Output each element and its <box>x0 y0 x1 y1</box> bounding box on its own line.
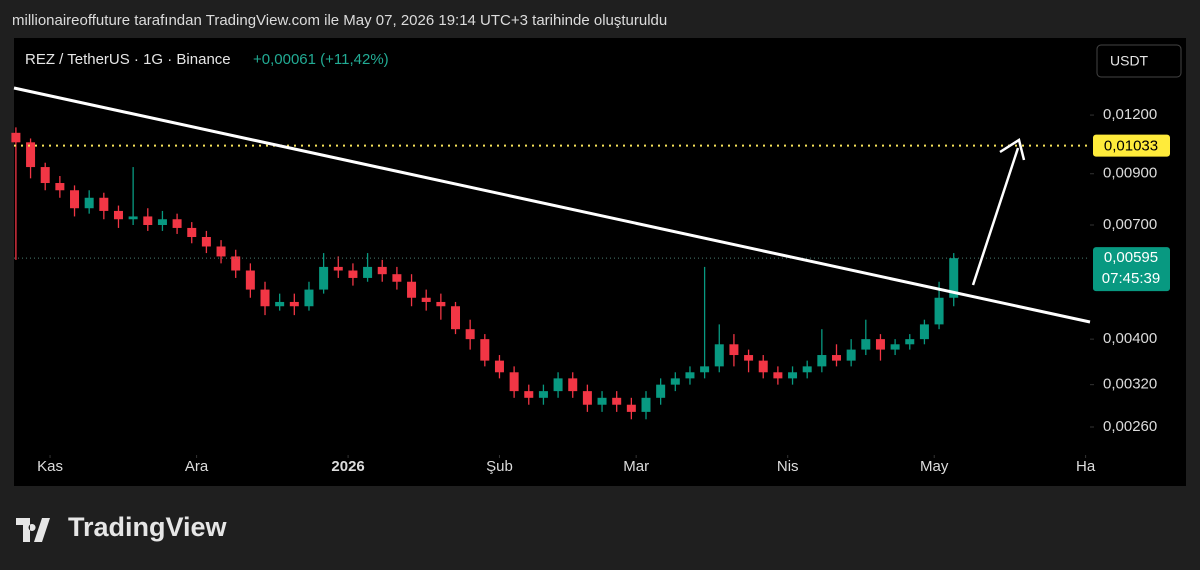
candle-body <box>304 289 314 307</box>
candle-body <box>714 344 724 367</box>
y-tick-label: 0,00400 <box>1103 330 1157 347</box>
candle-body <box>729 344 739 356</box>
candle-body <box>905 339 915 345</box>
candle-body <box>436 301 446 307</box>
x-tick-label: Şub <box>486 458 513 475</box>
candle-body <box>685 372 695 379</box>
countdown: 07:45:39 <box>1102 270 1160 287</box>
candle-body <box>245 270 255 290</box>
candle-body <box>773 372 783 379</box>
candle-body <box>480 339 490 361</box>
currency: USDT <box>1110 53 1149 69</box>
candle-body <box>333 266 343 271</box>
x-tick-label: 2026 <box>331 458 364 475</box>
candle-body <box>509 372 519 392</box>
last-price-label: 0,00595 <box>1104 249 1158 266</box>
arrow-head <box>999 138 1026 161</box>
x-tick-label: Nis <box>777 458 799 475</box>
candle-body <box>26 142 36 168</box>
chart-panel <box>14 38 1186 486</box>
candle-body <box>84 197 94 209</box>
candle-body <box>187 227 197 238</box>
candle-body <box>407 281 417 298</box>
candle-body <box>289 301 299 307</box>
candle-body <box>875 339 885 350</box>
candle-body <box>319 266 329 290</box>
candle-body <box>934 297 944 325</box>
candle-body <box>582 391 592 405</box>
candle-body <box>40 167 50 184</box>
level-label: 0,01033 <box>1104 138 1158 155</box>
candle-body <box>919 324 929 340</box>
candle-body <box>113 210 123 220</box>
credit: millionaireoffuture tarafından TradingVi… <box>12 12 667 29</box>
candle-body <box>890 344 900 350</box>
last-price-tag <box>1093 247 1170 292</box>
candle-body <box>597 397 607 405</box>
candle-body <box>831 355 841 361</box>
candle-body <box>275 301 285 307</box>
candle-body <box>231 256 241 271</box>
candle-body <box>392 274 402 282</box>
candle-body <box>553 378 563 392</box>
logo-text: TradingView <box>68 512 228 542</box>
candle-body <box>568 378 578 392</box>
candle-body <box>260 289 270 307</box>
x-tick-label: Ara <box>185 458 209 475</box>
candle-body <box>817 355 827 367</box>
candle-body <box>128 216 138 220</box>
y-tick-label: 0,00900 <box>1103 165 1157 182</box>
change: +0,00061 (+11,42%) <box>253 51 389 68</box>
y-tick-label: 0,01200 <box>1103 106 1157 123</box>
candle-body <box>626 404 636 412</box>
candle-body <box>11 132 21 143</box>
candle-body <box>172 219 182 228</box>
y-tick-label: 0,00700 <box>1103 216 1157 233</box>
candle-body <box>70 190 80 209</box>
candle-body <box>846 349 856 361</box>
candle-body <box>670 378 680 385</box>
candle-body <box>524 391 534 398</box>
y-tick-label: 0,00260 <box>1103 418 1157 435</box>
candle-body <box>538 391 548 398</box>
candle-body <box>451 306 461 330</box>
candle-body <box>157 219 167 226</box>
x-tick-label: May <box>920 458 949 475</box>
candle-body <box>656 384 666 398</box>
candle-body <box>744 355 754 361</box>
candle-body <box>363 266 373 278</box>
candle-body <box>494 360 504 373</box>
candle-body <box>348 270 358 278</box>
logo <box>16 518 50 542</box>
y-tick-label: 0,00320 <box>1103 376 1157 393</box>
x-tick-label: Ha <box>1076 458 1096 475</box>
candle-body <box>421 297 431 302</box>
level-tag <box>1093 134 1170 157</box>
candle-body <box>465 329 475 340</box>
candle-body <box>758 360 768 373</box>
candle-body <box>861 339 871 350</box>
candle-body <box>55 183 65 191</box>
candle-body <box>802 366 812 373</box>
candle-body <box>201 237 211 247</box>
chart-title: REZ / TetherUS · 1G · Binance <box>25 51 231 68</box>
arrow <box>971 147 1020 286</box>
candle-body <box>377 266 387 275</box>
candle-body <box>949 258 959 298</box>
plot: 0,01200 0,00900 0,00700 0,00400 0,00320 0,002… <box>11 106 1170 475</box>
candle-body <box>143 216 153 226</box>
candle-body <box>216 246 226 257</box>
candle-body <box>641 397 651 412</box>
x-tick-label: Mar <box>623 458 649 475</box>
trendline <box>13 86 1091 324</box>
candle-body <box>99 197 109 211</box>
candle-body <box>788 372 798 379</box>
candle-body <box>700 366 710 373</box>
x-tick-label: Kas <box>37 458 63 475</box>
currency-button[interactable] <box>1096 44 1182 78</box>
candle-body <box>612 397 622 405</box>
